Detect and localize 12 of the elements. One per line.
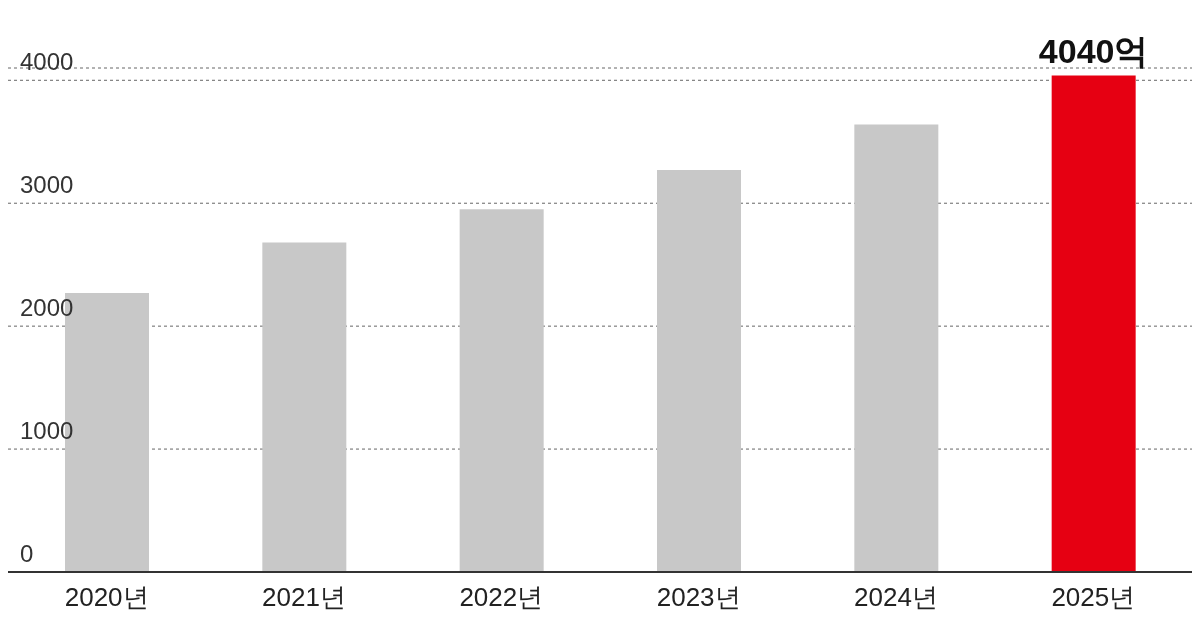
- x-tick-label: 2024년: [854, 582, 938, 612]
- x-tick-label: 2020년: [64, 582, 149, 612]
- x-tick-label: 2025년: [1051, 582, 1136, 612]
- y-tick-label: 3000: [20, 171, 74, 199]
- y-tick-label: 1000: [20, 417, 74, 445]
- x-tick-label: 2023년: [656, 582, 741, 612]
- y-tick-label: 2000: [20, 294, 74, 322]
- data-label: 4040억: [1038, 32, 1149, 71]
- y-tick-label: 0: [20, 540, 34, 567]
- x-tick-label: 2021년: [262, 582, 346, 612]
- y-tick-label: 4000: [20, 48, 74, 76]
- x-tick-label: 2022년: [459, 582, 544, 612]
